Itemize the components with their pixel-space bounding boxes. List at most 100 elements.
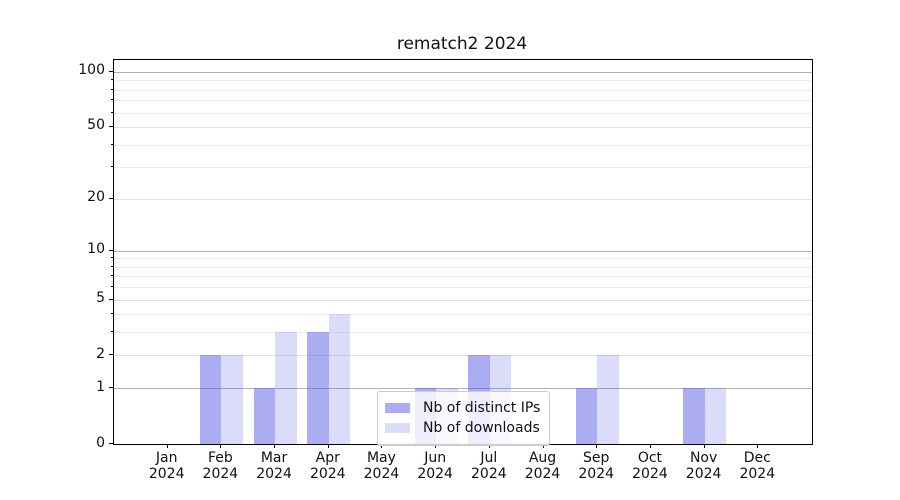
y-minor-gridline	[114, 314, 812, 316]
y-minor-tick-mark	[110, 79, 113, 81]
month-year: 2024	[685, 466, 722, 482]
y-minor-tick-mark	[110, 143, 113, 145]
y-axis-tick-label: 1	[96, 378, 105, 395]
bar-downloads-apr	[328, 314, 351, 444]
y-minor-gridline	[114, 89, 812, 91]
month-name: Aug	[528, 450, 557, 466]
bar-downloads-feb	[221, 355, 243, 444]
y-gridline	[114, 388, 812, 390]
legend-item-downloads: Nb of downloads	[385, 418, 540, 438]
y-minor-tick-mark	[110, 111, 113, 113]
month-name: Feb	[207, 450, 233, 466]
y-gridline	[114, 198, 812, 200]
y-minor-gridline	[114, 144, 812, 146]
month-year: 2024	[417, 466, 453, 482]
x-tick-mark	[220, 444, 222, 448]
y-gridline	[114, 71, 812, 73]
y-minor-tick-mark	[110, 88, 113, 90]
legend: Nb of distinct IPs Nb of downloads	[377, 391, 551, 446]
x-axis-month-label: Apr 2024	[293, 450, 363, 482]
month-year: 2024	[578, 466, 615, 482]
y-minor-gridline	[114, 258, 812, 260]
x-tick-mark	[488, 444, 490, 448]
y-gridline	[114, 355, 812, 357]
x-axis-month-label: Aug 2024	[508, 450, 578, 482]
month-name: Nov	[689, 450, 718, 466]
y-tick-mark	[109, 249, 113, 251]
y-tick-mark	[109, 70, 113, 72]
x-tick-mark	[703, 444, 705, 448]
y-axis-tick-label: 10	[87, 241, 105, 258]
x-axis-month-label: Oct 2024	[615, 450, 685, 482]
y-minor-gridline	[114, 112, 812, 114]
y-tick-mark	[109, 298, 113, 300]
bar-distinct-ips-sep	[575, 388, 598, 444]
month-year: 2024	[256, 466, 292, 482]
y-axis-tick-label: 0	[96, 434, 105, 451]
y-minor-tick-mark	[110, 257, 113, 259]
y-minor-gridline	[114, 276, 812, 278]
bar-distinct-ips-mar	[253, 388, 276, 444]
month-year: 2024	[471, 466, 507, 482]
x-tick-mark	[435, 444, 437, 448]
plot-area	[113, 59, 813, 445]
month-name: Sep	[583, 450, 610, 466]
bar-downloads-nov	[704, 388, 727, 444]
y-gridline	[114, 126, 812, 128]
x-tick-mark	[274, 444, 276, 448]
y-minor-tick-mark	[110, 166, 113, 168]
y-minor-gridline	[114, 266, 812, 268]
month-name: Dec	[743, 450, 771, 466]
x-axis-month-label: Mar 2024	[239, 450, 309, 482]
chart-title: rematch2 2024	[396, 34, 528, 54]
month-name: Apr	[315, 450, 340, 466]
x-axis-month-label: Jun 2024	[400, 450, 470, 482]
x-tick-mark	[327, 444, 329, 448]
y-axis-tick-label: 2	[96, 345, 105, 362]
y-minor-gridline	[114, 287, 812, 289]
x-axis-month-label: Nov 2024	[669, 450, 739, 482]
bar-distinct-ips-feb	[199, 355, 222, 444]
month-name: Mar	[260, 450, 288, 466]
y-minor-tick-mark	[110, 313, 113, 315]
month-year: 2024	[363, 466, 400, 482]
month-name: May	[366, 450, 396, 466]
legend-swatch-downloads	[385, 423, 410, 433]
x-axis-month-label: Feb 2024	[185, 450, 255, 482]
y-minor-gridline	[114, 100, 812, 102]
legend-label-distinct-ips: Nb of distinct IPs	[423, 400, 541, 416]
x-axis-month-label: Jan 2024	[132, 450, 202, 482]
month-year: 2024	[148, 466, 185, 482]
x-axis-month-label: Dec 2024	[722, 450, 792, 482]
month-year: 2024	[524, 466, 561, 482]
y-minor-gridline	[114, 80, 812, 82]
x-tick-mark	[166, 444, 168, 448]
y-minor-tick-mark	[110, 99, 113, 101]
y-minor-tick-mark	[110, 331, 113, 333]
y-axis-tick-label: 100	[78, 62, 105, 79]
x-axis-month-label: Jul 2024	[454, 450, 524, 482]
y-tick-mark	[109, 354, 113, 356]
month-year: 2024	[632, 466, 668, 482]
bar-downloads-sep	[597, 355, 619, 444]
x-tick-mark	[381, 444, 383, 448]
y-minor-tick-mark	[110, 286, 113, 288]
y-gridline	[114, 250, 812, 252]
y-minor-tick-mark	[110, 265, 113, 267]
x-axis-month-label: May 2024	[346, 450, 416, 482]
y-minor-tick-mark	[110, 275, 113, 277]
bar-downloads-mar	[275, 332, 297, 444]
x-tick-mark	[757, 444, 759, 448]
y-axis-tick-label: 50	[87, 117, 105, 134]
month-name: Jun	[424, 450, 447, 466]
y-minor-gridline	[114, 167, 812, 169]
y-tick-mark	[109, 387, 113, 389]
x-tick-mark	[542, 444, 544, 448]
legend-item-distinct-ips: Nb of distinct IPs	[385, 398, 540, 418]
month-name: Jul	[480, 450, 498, 466]
month-year: 2024	[309, 466, 346, 482]
bar-distinct-ips-nov	[683, 388, 705, 444]
y-gridline	[114, 299, 812, 301]
x-axis-month-label: Sep 2024	[561, 450, 631, 482]
